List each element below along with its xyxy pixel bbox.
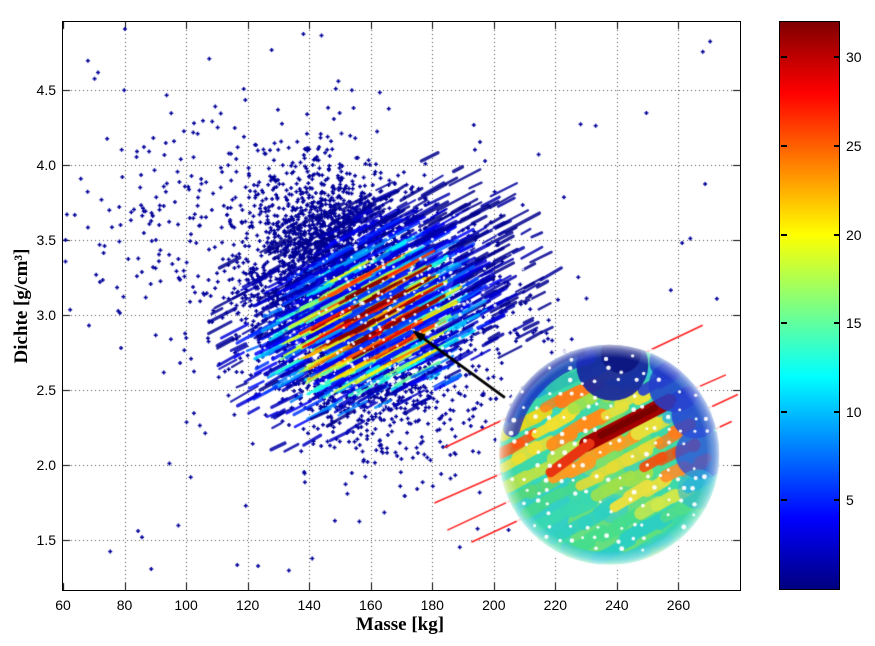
- colorbar-tick-mark: [834, 233, 840, 236]
- x-tick-label: 100: [174, 597, 198, 613]
- colorbar-tick-mark: [781, 56, 787, 59]
- scatter-plot-canvas: [63, 22, 740, 590]
- colorbar-tick-mark: [781, 499, 787, 502]
- y-tick-label: 2.5: [36, 382, 56, 399]
- colorbar-tick-label: 20: [846, 226, 862, 243]
- y-tick-label: 3.5: [36, 231, 56, 248]
- colorbar-tick-label: 30: [846, 49, 862, 66]
- x-tick-label: 260: [666, 597, 691, 613]
- y-tick-label: 4.0: [36, 156, 56, 173]
- y-tick-label: 1.5: [36, 532, 56, 549]
- colorbar-tick-mark: [834, 410, 840, 413]
- x-axis-label: Masse [kg]: [355, 614, 445, 635]
- plot-area-border: [62, 21, 741, 591]
- x-tick-label: 200: [482, 597, 506, 613]
- colorbar-tick-mark: [834, 322, 840, 325]
- colorbar-tick-mark: [834, 499, 840, 502]
- x-tick-label: 240: [605, 597, 629, 613]
- x-tick-label: 180: [420, 597, 444, 613]
- x-tick-label: 140: [297, 597, 321, 613]
- x-tick-label: 220: [543, 597, 568, 613]
- colorbar-tick-mark: [781, 233, 787, 236]
- colorbar-tick-label: 15: [846, 315, 862, 332]
- y-tick-label: 2.0: [36, 457, 56, 474]
- colorbar-tick-label: 5: [846, 492, 854, 509]
- colorbar: [779, 21, 840, 590]
- x-tick-label: 160: [359, 597, 383, 613]
- x-tick-label: 60: [55, 597, 71, 613]
- colorbar-tick-mark: [781, 410, 787, 413]
- y-tick-label: 4.5: [36, 81, 56, 98]
- x-tick-label: 120: [235, 597, 260, 613]
- colorbar-tick-mark: [781, 145, 787, 148]
- colorbar-tick-mark: [834, 145, 840, 148]
- colorbar-tick-label: 10: [846, 403, 862, 420]
- x-tick-label: 80: [116, 597, 133, 613]
- y-tick-label: 3.0: [36, 307, 56, 324]
- colorbar-tick-mark: [781, 322, 787, 325]
- colorbar-tick-mark: [834, 56, 840, 59]
- colorbar-tick-label: 25: [846, 138, 862, 155]
